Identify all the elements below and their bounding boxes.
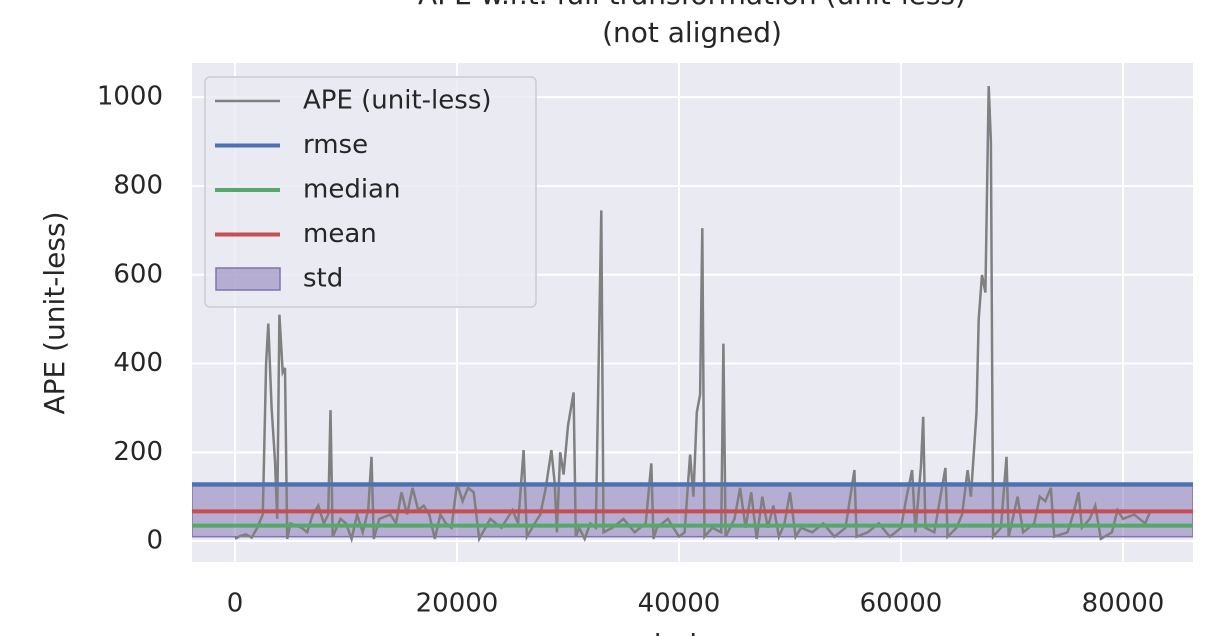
y-tick-label: 800: [113, 170, 163, 200]
x-tick-label: 0: [227, 589, 244, 619]
y-tick-label: 400: [113, 348, 163, 378]
legend-label: APE (unit-less): [303, 86, 492, 116]
plot: [192, 86, 1193, 544]
legend-label: mean: [303, 219, 377, 249]
x-axis-label: index: [654, 628, 731, 636]
legend: APE (unit-less) rmse median mean std: [204, 76, 537, 308]
y-axis-label: APE (unit-less): [38, 211, 71, 414]
legend-label: rmse: [303, 130, 368, 160]
x-tick-label: 60000: [860, 589, 943, 619]
y-tick-label: 0: [146, 526, 163, 556]
ape-line: [234, 86, 1152, 544]
x-tick-label: 40000: [638, 589, 721, 619]
chart-title: APE w.r.t. full transformation (unit-les…: [418, 0, 966, 11]
x-tick-label: 80000: [1082, 589, 1165, 619]
x-tick-label: 20000: [416, 589, 499, 619]
legend-label: median: [303, 175, 400, 205]
legend-box: [204, 76, 537, 308]
y-tick-label: 200: [113, 437, 163, 467]
legend-label: std: [303, 264, 343, 294]
chart-subtitle: (not aligned): [602, 16, 782, 49]
y-tick-label: 1000: [97, 82, 163, 112]
y-tick-label: 600: [113, 259, 163, 289]
legend-swatch: [215, 267, 281, 291]
